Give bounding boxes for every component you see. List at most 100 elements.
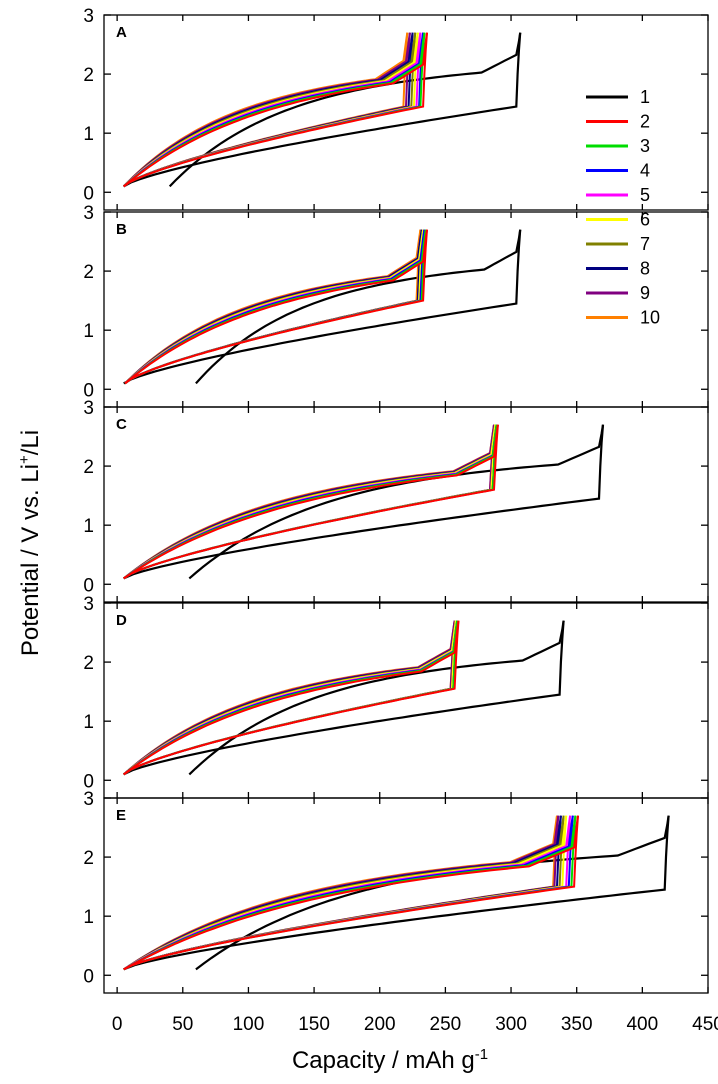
y-tick-label: 1: [83, 124, 94, 145]
series-1-charge: [188, 424, 605, 580]
series-2-discharge: [123, 424, 499, 580]
x-tick-label: 300: [495, 1014, 527, 1035]
series-5-discharge: [123, 424, 498, 580]
panel-frame: [103, 406, 709, 603]
series-3-charge: [124, 229, 427, 385]
panel-e: 0 1 2 3 E: [83, 789, 709, 994]
series-3-charge: [123, 424, 498, 580]
series-8-discharge: [123, 424, 497, 580]
series-1-discharge: [123, 229, 522, 385]
legend: 1 2 3 4 5 6 7 8 9 10: [586, 87, 660, 328]
series-1-charge: [168, 32, 522, 188]
legend-label-7: 7: [640, 234, 650, 254]
panel-c: 0 1 2 3 C: [83, 398, 709, 603]
y-tick-label: 3: [83, 789, 94, 810]
series-4-charge: [124, 229, 426, 385]
y-tick-label: 1: [83, 321, 94, 342]
y-tick-label: 2: [83, 262, 94, 283]
series-4-charge: [123, 424, 498, 580]
y-tick-label: 3: [83, 203, 94, 224]
y-tick-label: 0: [83, 966, 94, 987]
series-2-charge: [124, 229, 428, 385]
y-tick-label: 1: [83, 712, 94, 733]
x-tick-label: 200: [364, 1014, 396, 1035]
series-8-charge: [123, 424, 497, 580]
x-tick-label: 150: [298, 1014, 330, 1035]
y-tick-label: 3: [83, 594, 94, 615]
y-tick-label: 1: [83, 907, 94, 928]
series-1-discharge: [123, 32, 522, 188]
x-tick-label: 50: [172, 1014, 193, 1035]
legend-label-4: 4: [640, 161, 650, 181]
panel-frame: [103, 14, 709, 211]
y-tick-label: 0: [83, 183, 94, 204]
series-1-discharge: [123, 815, 670, 971]
y-axis-title-tail: /Li: [17, 430, 44, 455]
panel-letter-b: B: [116, 221, 127, 238]
y-axis-title-sup: +: [16, 455, 33, 464]
panel-letter-c: C: [116, 416, 127, 433]
panels-group: 0 1 2 3 A 0 1 2 3 B 0 1 2 3 C 0 1 2 3 D 0 1 2 3 E: [83, 6, 709, 994]
panel-frame: [103, 797, 709, 994]
series-2-charge: [123, 424, 499, 580]
y-tick-label: 1: [83, 516, 94, 537]
x-tick-label: 400: [626, 1014, 658, 1035]
legend-label-10: 10: [640, 308, 660, 328]
series-1-charge: [195, 815, 670, 971]
series-3-discharge: [123, 424, 498, 580]
series-6-charge: [123, 424, 497, 580]
x-tick-label: 100: [233, 1014, 265, 1035]
series-7-charge: [123, 424, 497, 580]
y-axis-title: Potential / V vs. Li+/Li: [16, 430, 44, 656]
y-axis-title-main: Potential / V vs. Li: [17, 464, 44, 656]
series-2-discharge: [123, 620, 460, 776]
series-2-charge: [123, 815, 579, 971]
y-tick-label: 0: [83, 771, 94, 792]
legend-label-1: 1: [640, 87, 650, 107]
y-tick-label: 2: [83, 65, 94, 86]
series-7-discharge: [123, 424, 497, 580]
x-tick-label: 450: [692, 1014, 718, 1035]
series-2-discharge: [123, 815, 579, 971]
y-tick-label: 3: [83, 398, 94, 419]
x-tick-label: 250: [430, 1014, 462, 1035]
legend-label-6: 6: [640, 210, 650, 230]
series-2-discharge: [124, 229, 428, 385]
y-tick-label: 2: [83, 653, 94, 674]
x-tick-label: 0: [112, 1014, 123, 1035]
y-tick-label: 0: [83, 380, 94, 401]
series-3-discharge: [123, 32, 426, 188]
series-1-charge: [188, 620, 565, 776]
panel-letter-d: D: [116, 612, 127, 629]
legend-label-8: 8: [640, 259, 650, 279]
panel-letter-e: E: [116, 807, 126, 824]
series-2-charge: [123, 32, 428, 188]
series-6-discharge: [123, 424, 497, 580]
legend-label-3: 3: [640, 136, 650, 156]
legend-label-2: 2: [640, 112, 650, 132]
panel-a: 0 1 2 3 A: [83, 6, 709, 211]
series-2-charge: [123, 620, 460, 776]
panel-frame: [103, 211, 709, 408]
series-5-discharge: [124, 229, 426, 385]
series-5-charge: [124, 229, 426, 385]
series-1-charge: [195, 229, 522, 385]
y-tick-label: 3: [83, 6, 94, 27]
y-tick-label: 0: [83, 575, 94, 596]
y-tick-label: 2: [83, 457, 94, 478]
series-4-discharge: [123, 424, 498, 580]
series-1-discharge: [123, 424, 605, 580]
series-2-discharge: [123, 32, 428, 188]
x-tick-label: 350: [561, 1014, 593, 1035]
legend-label-5: 5: [640, 185, 650, 205]
series-1-discharge: [123, 620, 565, 776]
series-3-charge: [123, 32, 426, 188]
legend-label-9: 9: [640, 283, 650, 303]
panel-d: 0 1 2 3 D: [83, 594, 709, 799]
x-axis: 0 50 100 150 200 250 300 350 400 450: [112, 1014, 718, 1035]
x-axis-title: Capacity / mAh g-1: [292, 1046, 488, 1074]
series-3-discharge: [124, 229, 427, 385]
x-axis-title-sup: -1: [475, 1046, 488, 1063]
panel-letter-a: A: [116, 24, 127, 41]
